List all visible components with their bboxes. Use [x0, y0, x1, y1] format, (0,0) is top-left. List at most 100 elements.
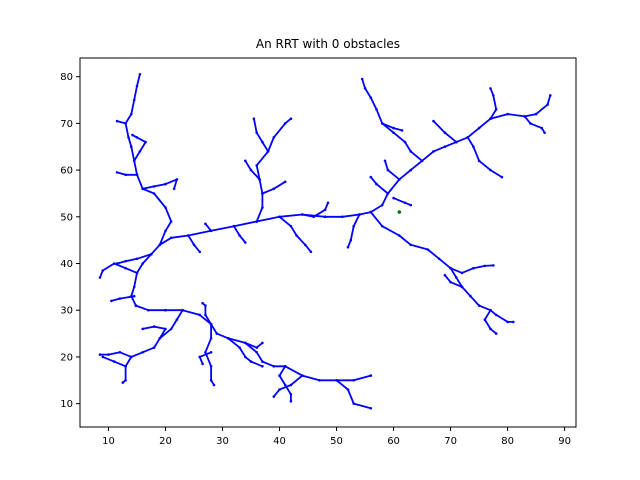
tree-branch-17 — [116, 253, 153, 265]
x-axis: 10 20 30 40 50 60 70 80 90 — [102, 427, 571, 447]
tree-node — [477, 126, 481, 130]
tree-branch-20 — [116, 171, 138, 176]
tree-branch-8 — [201, 302, 213, 326]
tree-node — [437, 257, 441, 261]
tree-node — [278, 374, 281, 377]
y-tick-label: 20 — [60, 352, 73, 363]
tree-node — [346, 245, 350, 249]
tree-node — [492, 264, 495, 267]
y-tick-label: 70 — [60, 119, 73, 130]
tree-node — [164, 182, 167, 186]
tree-node — [278, 388, 281, 391]
tree-node — [255, 131, 258, 134]
tree-branch-12 — [141, 325, 167, 340]
tree-node — [244, 241, 247, 244]
tree-node — [483, 264, 487, 268]
tree-node — [289, 400, 293, 403]
tree-node — [255, 346, 258, 349]
tree-node — [132, 285, 136, 289]
tree-node — [398, 178, 401, 181]
tree-node — [255, 351, 258, 354]
tree-node — [369, 210, 373, 214]
goal-point — [397, 210, 402, 214]
tree-node — [249, 360, 253, 363]
tree-node — [135, 271, 139, 275]
tree-node — [477, 304, 481, 307]
tree-node — [289, 224, 293, 228]
tree-node — [323, 215, 327, 219]
tree-node — [204, 304, 207, 307]
tree-node — [494, 332, 498, 335]
x-tick-label: 90 — [558, 436, 571, 447]
tree-node — [138, 150, 142, 153]
tree-node — [130, 112, 133, 116]
tree-node — [158, 243, 162, 247]
tree-node — [272, 187, 276, 191]
tree-node — [432, 150, 435, 153]
tree-node — [132, 294, 136, 298]
tree-node — [346, 388, 350, 391]
tree-node — [420, 159, 424, 163]
tree-node — [101, 355, 105, 359]
tree-node — [472, 145, 475, 148]
tree-branch-45 — [369, 176, 389, 195]
tree-node — [169, 327, 173, 331]
tree-node — [209, 379, 213, 382]
tree-node — [512, 320, 515, 324]
tree-branch-22 — [116, 120, 127, 125]
tree-node — [409, 150, 413, 153]
tree-node — [483, 318, 487, 321]
axes-frame — [79, 57, 577, 428]
y-tick-label: 60 — [60, 166, 73, 177]
tree-node — [141, 327, 144, 331]
tree-node — [252, 117, 256, 120]
y-tick-label: 40 — [60, 259, 73, 270]
tree-node — [152, 192, 156, 195]
tree-node — [523, 115, 526, 118]
tree-node — [392, 131, 395, 134]
tree-branch-18 — [124, 73, 173, 246]
tree-node — [472, 266, 475, 270]
tree-branch-34 — [369, 211, 495, 274]
tree-node — [244, 159, 247, 163]
tree-node — [124, 379, 127, 382]
tree-node — [134, 304, 138, 307]
tree-node — [118, 351, 122, 354]
tree-node — [409, 243, 413, 247]
tree-node — [303, 243, 307, 247]
tree-node — [201, 301, 204, 305]
tree-node — [494, 108, 498, 111]
y-axis: 10 20 30 40 50 60 70 80 — [60, 72, 80, 410]
tree-branch-24 — [204, 222, 213, 232]
tree-branch-26 — [255, 117, 292, 223]
tree-node — [209, 322, 213, 326]
tree-branch-36 — [483, 309, 498, 335]
tree-node — [158, 337, 162, 340]
tree-node — [272, 365, 276, 368]
tree-node — [169, 220, 173, 223]
tree-node — [409, 203, 413, 207]
y-tick-label: 30 — [60, 306, 73, 317]
tree-node — [181, 308, 184, 312]
tree-node — [261, 341, 264, 345]
tree-node — [198, 313, 201, 317]
tree-node — [215, 332, 219, 335]
tree-node — [115, 171, 119, 174]
tree-node — [443, 131, 447, 134]
tree-node — [400, 129, 404, 132]
tree-node — [209, 351, 213, 354]
tree-node — [131, 133, 134, 137]
tree-node — [127, 136, 130, 139]
tree-node — [432, 119, 435, 123]
tree-node — [98, 276, 102, 279]
tree-node — [238, 346, 241, 349]
tree-node — [261, 360, 264, 363]
chart-title: An RRT with 0 obstacles — [256, 37, 400, 51]
tree-node — [132, 98, 136, 102]
tree-node — [460, 271, 464, 275]
tree-node — [130, 145, 133, 148]
tree-node — [115, 262, 119, 265]
tree-node — [266, 150, 270, 153]
tree-node — [107, 353, 110, 356]
tree-node — [164, 308, 167, 312]
